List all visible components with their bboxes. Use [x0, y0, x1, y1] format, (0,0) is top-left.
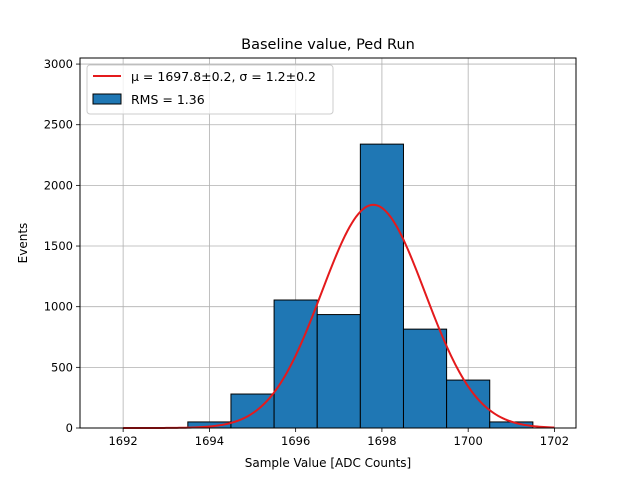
- grid-lines: [80, 58, 576, 429]
- x-tick-label: 1692: [108, 434, 137, 448]
- histogram-bar: [359, 143, 404, 429]
- plot-frame: [79, 57, 577, 429]
- y-tick-label: 2000: [44, 178, 73, 192]
- x-tick-label: 1696: [281, 434, 310, 448]
- chart-title: Baseline value, Ped Run: [241, 37, 415, 53]
- x-tick-label: 1700: [454, 434, 483, 448]
- x-tick-label: 1698: [367, 434, 396, 448]
- legend-histogram-swatch: [92, 93, 122, 105]
- x-tick-label: 1702: [540, 434, 569, 448]
- histogram-bars: [144, 143, 534, 429]
- y-axis-ticks: 0 500 1000 1500 2000 2500 3000: [44, 57, 80, 435]
- y-tick-label: 2500: [44, 118, 73, 132]
- y-tick-label: 500: [51, 360, 73, 374]
- legend-fit-label: μ = 1697.8±0.2, σ = 1.2±0.2: [131, 69, 316, 84]
- legend-box: [86, 64, 334, 115]
- histogram-bar: [402, 328, 448, 429]
- y-tick-label: 0: [66, 421, 73, 435]
- y-tick-label: 1000: [44, 300, 73, 314]
- y-axis-label: Events: [16, 223, 30, 264]
- x-tick-label: 1694: [195, 434, 224, 448]
- legend: μ = 1697.8±0.2, σ = 1.2±0.2 RMS = 1.36: [86, 64, 334, 115]
- gaussian-fit-curve: [123, 203, 555, 429]
- x-axis-ticks: 1692 1694 1696 1698 1700 1702: [108, 428, 569, 448]
- x-axis-label: Sample Value [ADC Counts]: [245, 456, 411, 470]
- y-tick-label: 1500: [44, 239, 73, 253]
- histogram-bar: [316, 314, 361, 429]
- y-tick-label: 3000: [44, 57, 73, 71]
- legend-histogram-label: RMS = 1.36: [131, 92, 205, 107]
